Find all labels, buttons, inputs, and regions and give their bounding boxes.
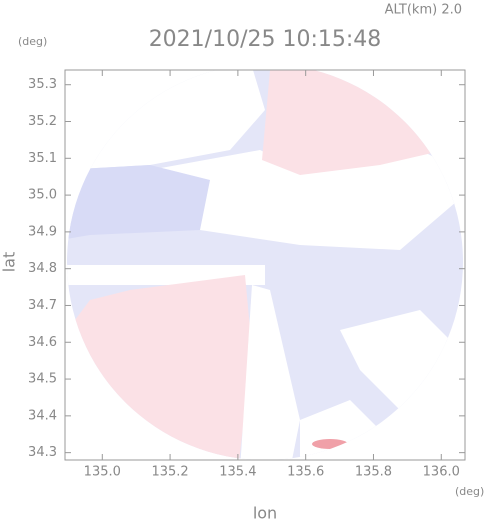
plot-frame xyxy=(64,69,466,461)
x-unit: (deg) xyxy=(455,485,484,498)
y-unit: (deg) xyxy=(18,35,47,48)
y-tick-label: 34.9 xyxy=(28,224,57,239)
x-tick-label: 135.0 xyxy=(84,465,121,480)
y-tick-label: 35.2 xyxy=(28,114,57,129)
y-tick-label: 34.8 xyxy=(28,261,57,276)
x-tick-label: 135.2 xyxy=(151,465,188,480)
y-axis-label: lat xyxy=(0,252,19,273)
y-tick-label: 35.0 xyxy=(28,188,57,203)
x-tick-label: 136.0 xyxy=(423,465,460,480)
y-tick-label: 34.6 xyxy=(28,335,57,350)
radar-field xyxy=(67,70,463,460)
x-tick-label: 135.4 xyxy=(219,465,256,480)
altitude-label: ALT(km) 2.0 xyxy=(385,3,462,18)
x-axis-label: lon xyxy=(253,504,277,521)
x-tick-label: 135.8 xyxy=(355,465,392,480)
y-tick-label: 34.5 xyxy=(28,372,57,387)
y-tick-label: 35.3 xyxy=(28,77,57,92)
y-tick-label: 34.3 xyxy=(28,445,57,460)
y-tick-label: 35.1 xyxy=(28,151,57,166)
y-tick-label: 34.4 xyxy=(28,408,57,423)
chart-title: 2021/10/25 10:15:48 xyxy=(149,27,382,52)
x-tick-label: 135.6 xyxy=(287,465,324,480)
y-tick-label: 34.7 xyxy=(28,298,57,313)
